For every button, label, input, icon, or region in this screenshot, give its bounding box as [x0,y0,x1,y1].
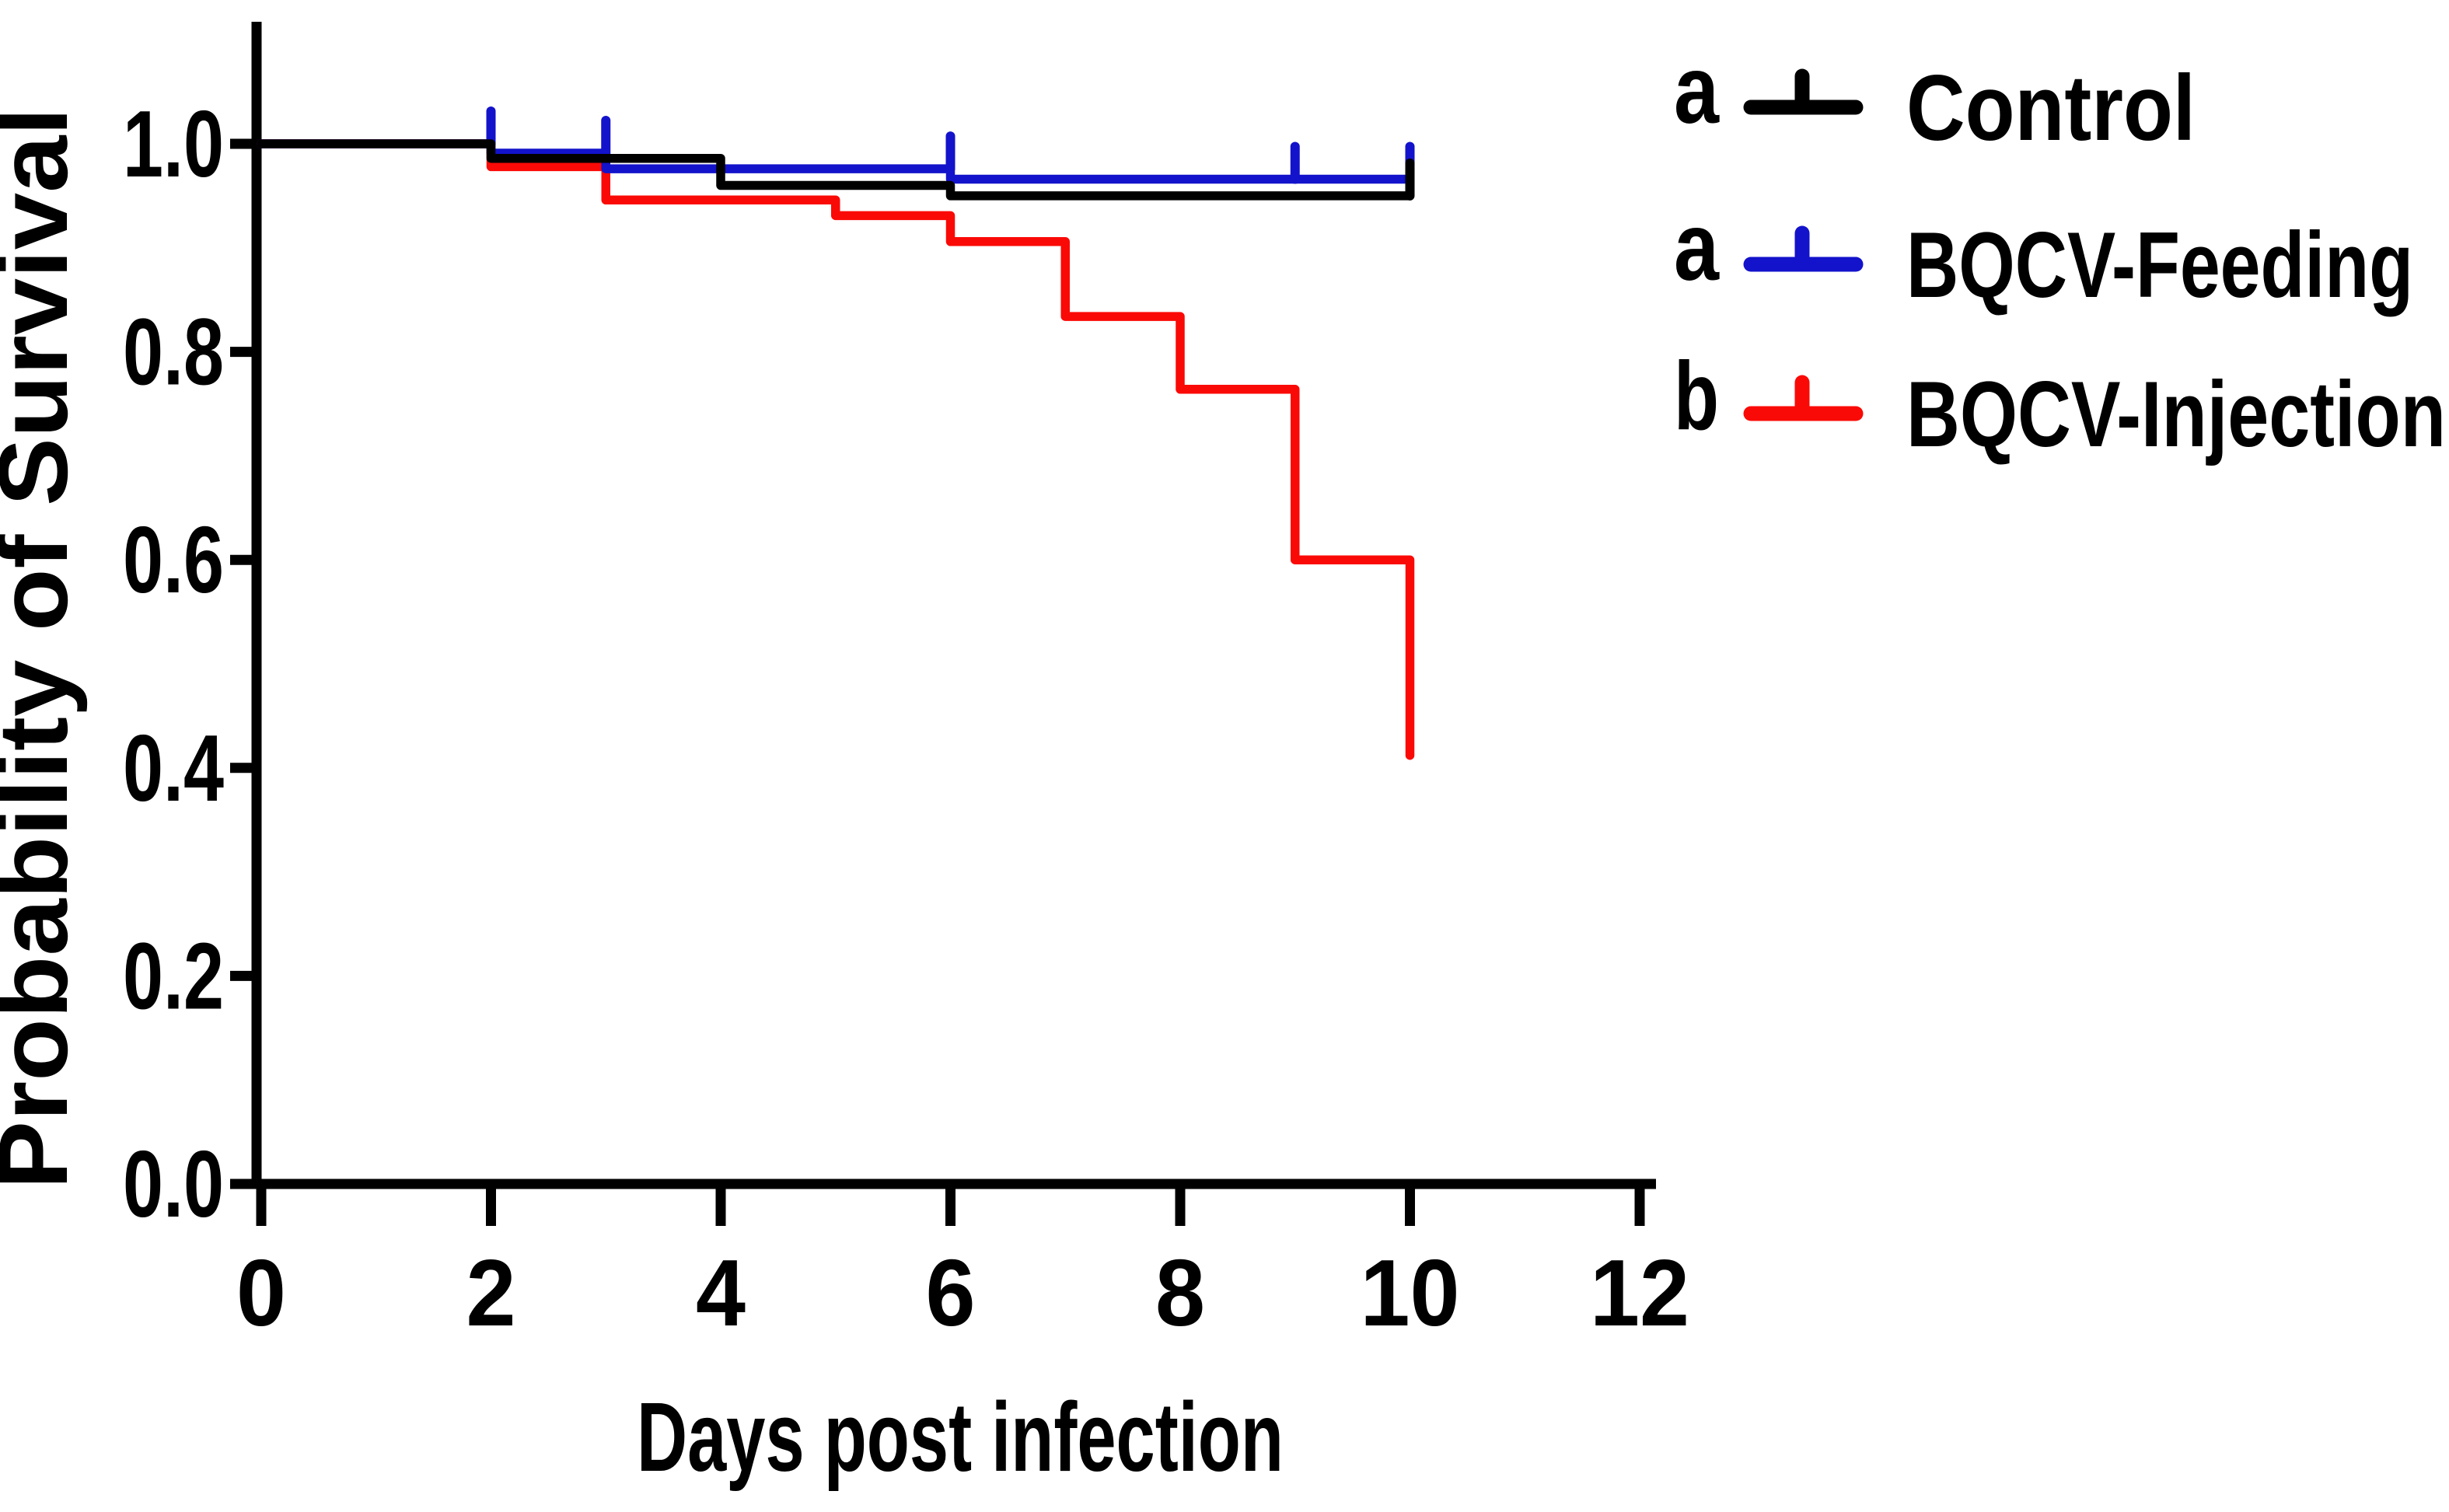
y-tick-label: 0.4 [123,715,224,821]
y-tick-label: 0.2 [123,923,224,1028]
x-tick-label: 12 [1590,1240,1689,1346]
legend-row-bqcv-feeding: a BQCV-Feeding [1674,194,2413,317]
x-tick-label: 8 [1155,1240,1205,1346]
y-tick-label: 1.0 [123,91,224,197]
x-axis-title: Days post infection [637,1382,1284,1492]
survival-curve [257,139,1415,201]
y-tick-label: 0.8 [123,299,224,405]
x-tick-label: 4 [696,1240,746,1346]
x-tick-label: 0 [236,1240,286,1346]
y-tick-label: 0.6 [123,507,224,613]
legend-row-bqcv-injection: b BQCV-Injection [1674,343,2446,466]
x-axis-tick-labels: 0 2 4 6 8 10 12 [236,1240,1689,1346]
legend-label: Control [1906,56,2196,160]
y-axis-ticks [230,138,258,1189]
x-tick-label: 2 [466,1240,516,1346]
series-control [257,139,1415,201]
legend-label: BQCV-Injection [1906,362,2446,466]
x-tick-label: 10 [1361,1240,1460,1346]
x-tick-label: 6 [926,1240,976,1346]
legend-significance-letter: b [1674,343,1719,450]
y-axis-title: Probability of Survival [0,107,88,1189]
series-bqcv-injection [257,139,1415,760]
legend-label: BQCV-Feeding [1906,213,2413,317]
x-axis-ticks [256,1184,1645,1226]
survival-curves [257,107,1415,760]
legend-row-control: a Control [1674,37,2196,160]
y-axis-tick-labels: 1.0 0.8 0.6 0.4 0.2 0.0 [123,91,224,1237]
y-tick-label: 0.0 [123,1131,224,1237]
legend-significance-letter: a [1674,37,1720,144]
legend-significance-letter: a [1674,194,1720,301]
axes [230,22,1656,1226]
survival-curve [257,139,1415,184]
survival-curve [257,139,1415,760]
legend: a Control a BQCV-Feeding b BQCV-Injection [1674,37,2446,466]
